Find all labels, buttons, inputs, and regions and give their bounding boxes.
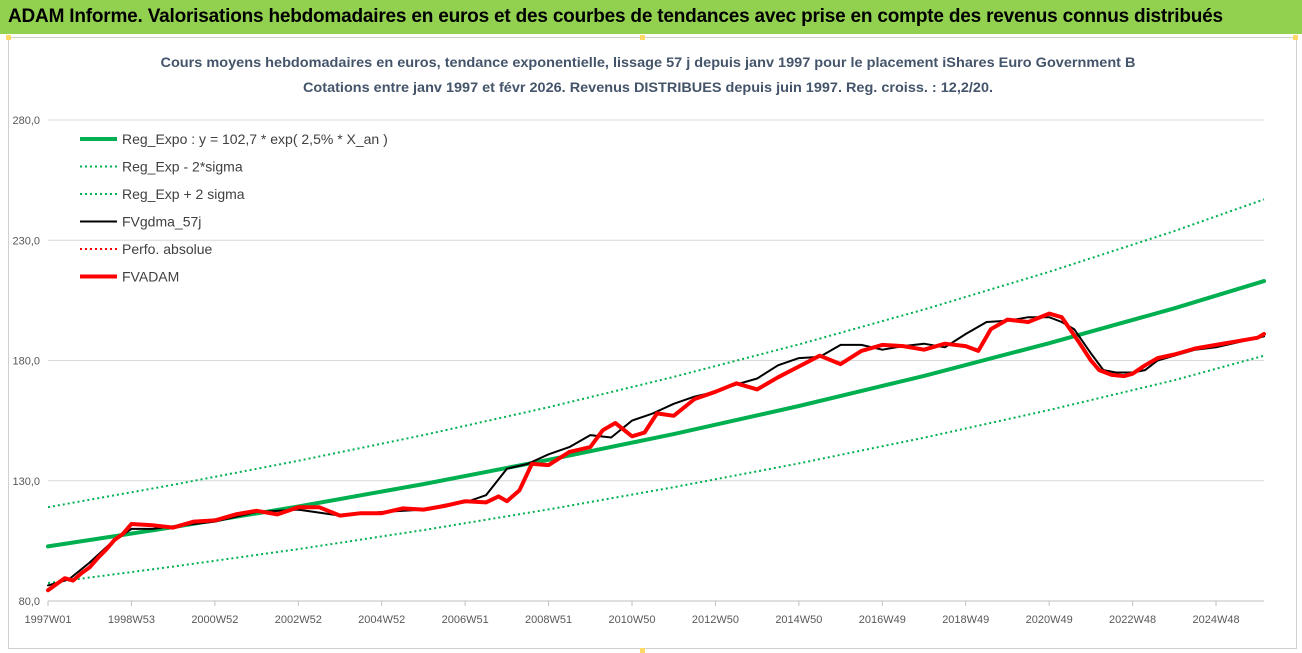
x-tick-label: 2010W50 xyxy=(608,614,655,626)
axes: 80,0 130,0 180,0 230,0 280,0 1997W01 1998W53 20… xyxy=(12,115,1264,626)
y-tick-label: 280,0 xyxy=(12,115,40,127)
series-line-1 xyxy=(47,354,1265,584)
y-tick-label: 80,0 xyxy=(19,596,40,608)
x-tick-label: 2018W49 xyxy=(942,614,989,626)
report-banner: ADAM Informe. Valorisations hebdomadaire… xyxy=(0,0,1302,34)
chart-frame xyxy=(8,37,1297,649)
series-lines xyxy=(46,198,1266,593)
chart-title: Cours moyens hebdomadaires en euros, ten… xyxy=(161,54,1136,70)
frame-handle-top-right xyxy=(1293,35,1298,40)
legend: Reg_Expo : y = 102,7 * exp( 2,5% * X_an … xyxy=(80,131,388,285)
report-title: ADAM Informe. Valorisations hebdomadaire… xyxy=(8,6,1223,27)
chart-subtitle: Cotations entre janv 1997 et févr 2026. … xyxy=(303,79,993,95)
x-tick-label: 2012W50 xyxy=(692,614,739,626)
x-tick-label: 2020W49 xyxy=(1026,614,1073,626)
x-tick-label: 2006W51 xyxy=(442,614,489,626)
legend-label: Reg_Exp - 2*sigma xyxy=(122,159,243,175)
legend-label: Reg_Expo : y = 102,7 * exp( 2,5% * X_an … xyxy=(122,131,388,147)
y-tick-label: 130,0 xyxy=(12,476,40,488)
y-tick-label: 230,0 xyxy=(12,235,40,247)
x-tick-label: 2002W52 xyxy=(275,614,322,626)
frame-handle-bottom-mid xyxy=(640,648,645,653)
x-tick-label: 2016W49 xyxy=(859,614,906,626)
x-tick-label: 2000W52 xyxy=(191,614,238,626)
x-tick-label: 1998W53 xyxy=(108,614,155,626)
x-tick-label: 2022W48 xyxy=(1109,614,1156,626)
series-line-2 xyxy=(47,198,1265,509)
x-tick-label: 1997W01 xyxy=(24,614,71,626)
y-tick-label: 180,0 xyxy=(12,356,40,368)
series-line-0 xyxy=(46,279,1266,549)
x-tick-label: 2008W51 xyxy=(525,614,572,626)
x-tick-label: 2024W48 xyxy=(1192,614,1239,626)
legend-label: FVgdma_57j xyxy=(122,214,201,230)
frame-handle-top-left xyxy=(6,35,11,40)
series-line-5 xyxy=(46,311,1266,593)
legend-label: Perfo. absolue xyxy=(122,241,212,257)
series-line-3 xyxy=(47,316,1265,587)
x-tick-label: 2014W50 xyxy=(775,614,822,626)
x-tick-label: 2004W52 xyxy=(358,614,405,626)
frame-handle-top-mid xyxy=(640,35,645,40)
legend-label: Reg_Exp + 2 sigma xyxy=(122,186,245,202)
legend-label: FVADAM xyxy=(122,269,179,285)
